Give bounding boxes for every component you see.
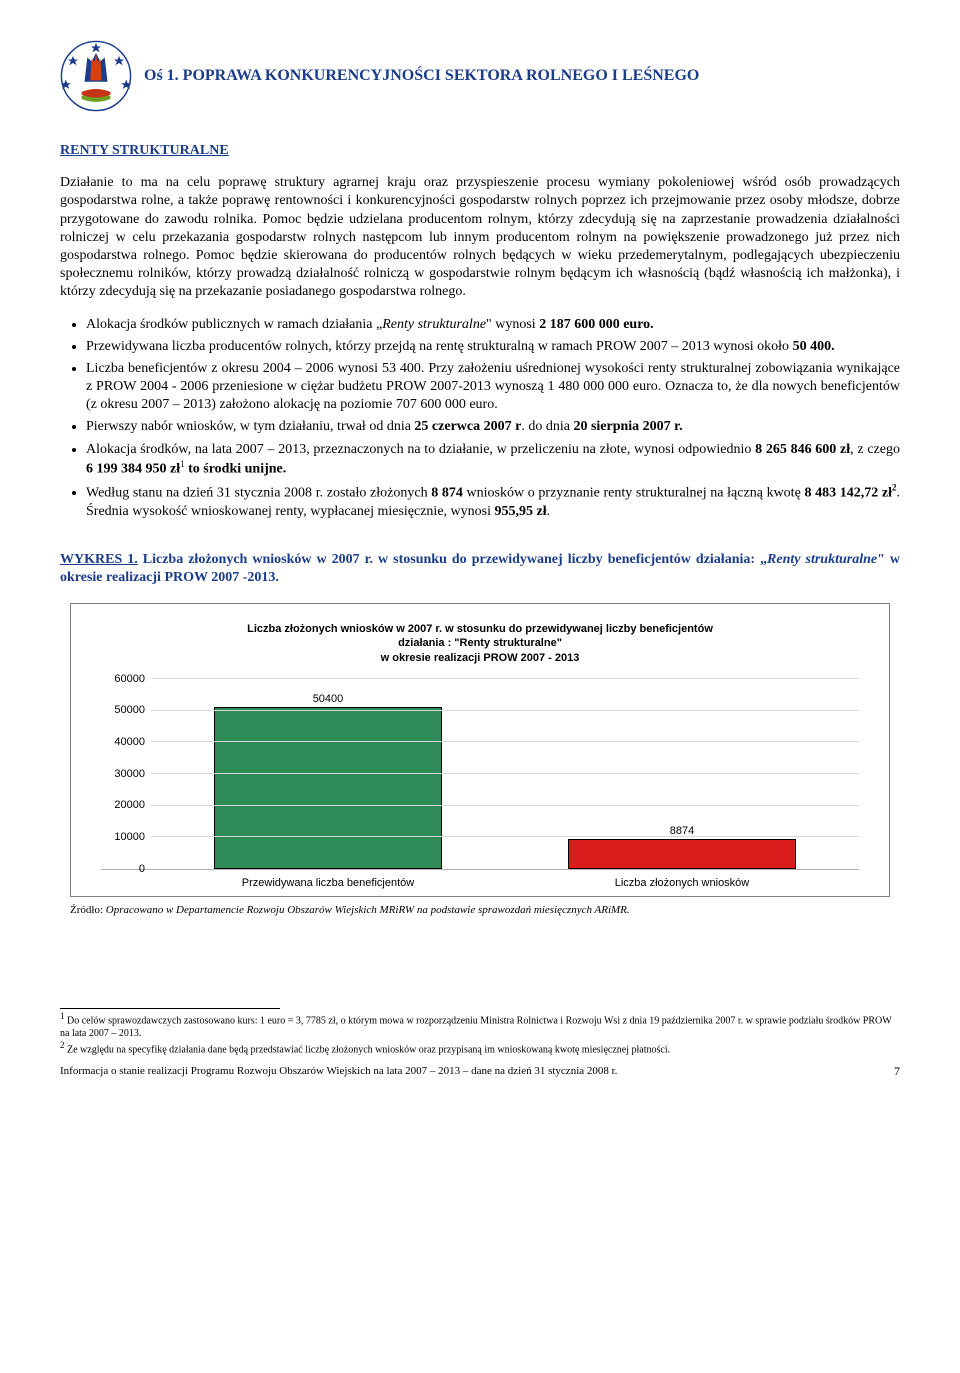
plot-area: 50400 8874 bbox=[151, 679, 859, 869]
bullet-list: Alokacja środków publicznych w ramach dz… bbox=[60, 316, 900, 521]
page-number: 7 bbox=[894, 1064, 900, 1080]
footnotes: 1 Do celów sprawozdawczych zastosowano k… bbox=[60, 1011, 900, 1057]
chart-plot: 0100002000030000400005000060000 50400887… bbox=[101, 679, 859, 870]
x-label: Przewidywana liczba beneficjentów bbox=[151, 870, 505, 890]
bars: 50400 8874 bbox=[151, 679, 859, 869]
section-title: RENTY STRUKTURALNE bbox=[60, 142, 900, 160]
list-item: Przewidywana liczba producentów rolnych,… bbox=[86, 338, 900, 356]
y-axis: 0100002000030000400005000060000 bbox=[101, 679, 151, 869]
list-item: Alokacja środków publicznych w ramach dz… bbox=[86, 316, 900, 334]
gridline bbox=[151, 741, 859, 742]
list-item: Liczba beneficjentów z okresu 2004 – 200… bbox=[86, 360, 900, 415]
y-tick: 20000 bbox=[114, 798, 145, 812]
y-tick: 60000 bbox=[114, 672, 145, 686]
gridline bbox=[151, 678, 859, 679]
footer: Informacja o stanie realizacji Programu … bbox=[60, 1064, 900, 1080]
footnote-1: 1 Do celów sprawozdawczych zastosowano k… bbox=[60, 1011, 900, 1040]
gridline bbox=[151, 836, 859, 837]
list-item: Pierwszy nabór wniosków, w tym działaniu… bbox=[86, 418, 900, 436]
bar-value-label: 50400 bbox=[215, 692, 442, 706]
y-tick: 0 bbox=[139, 862, 145, 876]
y-tick: 30000 bbox=[114, 767, 145, 781]
gridline bbox=[151, 805, 859, 806]
chart-source: Źródło: Opracowano w Departamencie Rozwo… bbox=[70, 903, 890, 917]
chart-title: Liczba złożonych wniosków w 2007 r. w st… bbox=[101, 622, 859, 665]
x-label: Liczba złożonych wniosków bbox=[505, 870, 859, 890]
y-tick: 10000 bbox=[114, 830, 145, 844]
logo-icon bbox=[60, 40, 132, 112]
paragraph-1: Działanie to ma na celu poprawę struktur… bbox=[60, 174, 900, 301]
bar-slot: 8874 bbox=[505, 679, 859, 869]
bar-slot: 50400 bbox=[151, 679, 505, 869]
footer-text: Informacja o stanie realizacji Programu … bbox=[60, 1064, 617, 1080]
gridline bbox=[151, 710, 859, 711]
gridline bbox=[151, 773, 859, 774]
chart-heading: WYKRES 1. Liczba złożonych wniosków w 20… bbox=[60, 551, 900, 587]
bar: 8874 bbox=[568, 839, 797, 869]
chart-container: Liczba złożonych wniosków w 2007 r. w st… bbox=[70, 603, 890, 897]
list-item: Alokacja środków, na lata 2007 – 2013, p… bbox=[86, 441, 900, 479]
list-item: Według stanu na dzień 31 stycznia 2008 r… bbox=[86, 483, 900, 521]
bar: 50400 bbox=[214, 707, 443, 869]
y-tick: 40000 bbox=[114, 735, 145, 749]
x-axis: Przewidywana liczba beneficjentówLiczba … bbox=[151, 870, 859, 890]
footnote-2: 2 Ze względu na specyfikę działania dane… bbox=[60, 1040, 900, 1056]
page-title: Oś 1. POPRAWA KONKURENCYJNOŚCI SEKTORA R… bbox=[144, 66, 699, 87]
y-tick: 50000 bbox=[114, 703, 145, 717]
header: Oś 1. POPRAWA KONKURENCYJNOŚCI SEKTORA R… bbox=[60, 40, 900, 112]
